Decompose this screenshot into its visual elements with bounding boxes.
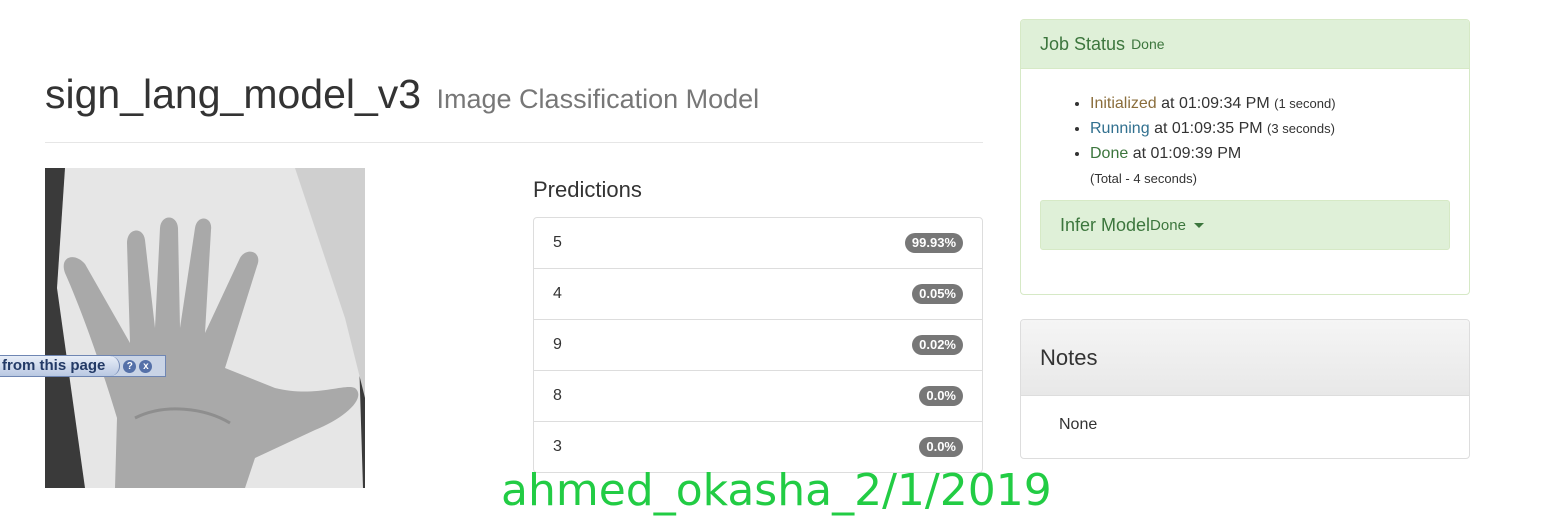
status-time: 01:09:34 PM: [1178, 95, 1270, 112]
prediction-item: 9 0.02%: [534, 319, 982, 370]
status-step: Done at 01:09:39 PM(Total - 4 seconds): [1090, 141, 1469, 191]
help-icon[interactable]: ?: [123, 359, 137, 373]
job-status-panel: Job Status Done Initialized at 01:09:34 …: [1020, 19, 1470, 295]
prediction-label: 8: [553, 387, 562, 404]
infer-model-label: Infer Model: [1060, 214, 1151, 235]
notes-heading: Notes: [1021, 320, 1469, 396]
status-name: Done: [1090, 145, 1129, 162]
hand-photo: [45, 168, 365, 488]
predictions-heading: Predictions: [533, 177, 642, 202]
predictions-list: 5 99.93% 4 0.05% 9 0.02% 8 0.0% 3 0.0%: [533, 217, 983, 473]
prediction-badge: 99.93%: [904, 233, 963, 253]
input-image: [45, 168, 365, 488]
bookmarklet-label[interactable]: from this page: [0, 356, 121, 376]
prediction-badge: 0.0%: [919, 386, 963, 406]
prediction-label: 5: [553, 234, 562, 251]
bookmarklet-toolbar[interactable]: from this page ? x: [0, 355, 166, 377]
infer-model-state: Done: [1150, 216, 1186, 234]
job-status-state: Done: [1131, 36, 1165, 52]
prediction-label: 3: [553, 438, 562, 455]
job-status-heading: Job Status Done: [1021, 20, 1469, 69]
model-type: Image Classification Model: [436, 84, 760, 114]
status-step: Initialized at 01:09:34 PM (1 second): [1090, 91, 1469, 116]
model-name: sign_lang_model_v3: [45, 71, 422, 117]
status-time: 01:09:35 PM: [1171, 120, 1263, 137]
prediction-item: 3 0.0%: [534, 421, 982, 472]
title-divider: [45, 142, 983, 143]
status-duration: (1 second): [1274, 96, 1336, 111]
prediction-item: 8 0.0%: [534, 370, 982, 421]
notes-body: None: [1059, 416, 1098, 433]
prediction-badge: 0.05%: [912, 284, 963, 304]
prediction-badge: 0.0%: [919, 437, 963, 457]
status-duration: (3 seconds): [1267, 121, 1335, 136]
prediction-badge: 0.02%: [912, 335, 963, 355]
close-icon[interactable]: x: [139, 359, 153, 373]
prediction-item: 4 0.05%: [534, 268, 982, 319]
prediction-item: 5 99.93%: [534, 218, 982, 268]
prediction-label: 9: [553, 336, 562, 353]
infer-model-dropdown[interactable]: Infer Model Done: [1040, 200, 1450, 250]
notes-panel: Notes None: [1020, 319, 1470, 459]
total-duration: (Total - 4 seconds): [1090, 171, 1197, 186]
watermark-text: ahmed_okasha_2/1/2019: [501, 465, 1052, 516]
job-status-steps: Initialized at 01:09:34 PM (1 second) Ru…: [1021, 91, 1469, 191]
prediction-label: 4: [553, 285, 562, 302]
job-status-title: Job Status: [1040, 33, 1126, 54]
status-name: Running: [1090, 120, 1150, 137]
page-title: sign_lang_model_v3 Image Classification …: [45, 68, 759, 125]
status-step: Running at 01:09:35 PM (3 seconds): [1090, 116, 1469, 141]
status-name: Initialized: [1090, 95, 1157, 112]
caret-down-icon: [1193, 222, 1204, 228]
status-time: 01:09:39 PM: [1150, 145, 1242, 162]
